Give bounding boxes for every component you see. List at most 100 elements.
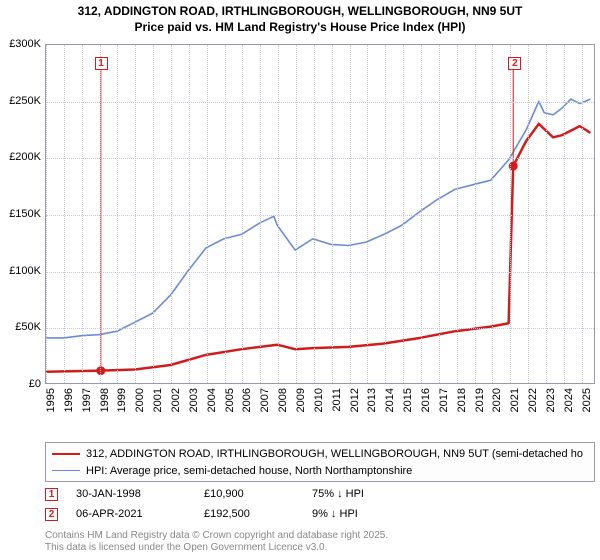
gridline-h bbox=[46, 328, 594, 329]
x-axis-label: 1999 bbox=[116, 388, 128, 412]
gridline-v bbox=[403, 45, 404, 383]
x-axis-label: 1995 bbox=[45, 388, 57, 412]
callout-box: 2 bbox=[508, 57, 521, 70]
legend: 312, ADDINGTON ROAD, IRTHLINGBOROUGH, WE… bbox=[45, 442, 595, 482]
callout-box: 1 bbox=[95, 57, 108, 70]
gridline-v bbox=[135, 45, 136, 383]
gridline-v bbox=[510, 45, 511, 383]
attribution-footer: Contains HM Land Registry data © Crown c… bbox=[45, 530, 595, 554]
x-axis-label: 2013 bbox=[366, 388, 378, 412]
record-diff: 75% ↓ HPI bbox=[312, 488, 364, 500]
x-axis-label: 2025 bbox=[581, 388, 593, 412]
x-axis-label: 2014 bbox=[384, 388, 396, 412]
gridline-v bbox=[189, 45, 190, 383]
legend-swatch bbox=[52, 453, 80, 455]
gridline-v bbox=[296, 45, 297, 383]
y-axis-label: £250K bbox=[9, 95, 41, 107]
x-axis-label: 2018 bbox=[456, 388, 468, 412]
legend-item: 312, ADDINGTON ROAD, IRTHLINGBOROUGH, WE… bbox=[52, 445, 588, 462]
gridline-v bbox=[439, 45, 440, 383]
gridline-v bbox=[153, 45, 154, 383]
record-diff: 9% ↓ HPI bbox=[312, 508, 358, 520]
x-axis-label: 2001 bbox=[152, 388, 164, 412]
gridline-v bbox=[457, 45, 458, 383]
gridline-v bbox=[82, 45, 83, 383]
gridline-v bbox=[260, 45, 261, 383]
x-axis-label: 2024 bbox=[563, 388, 575, 412]
y-axis-label: £150K bbox=[9, 208, 41, 220]
x-axis-label: 2012 bbox=[349, 388, 361, 412]
x-axis-label: 2016 bbox=[420, 388, 432, 412]
x-axis-label: 2000 bbox=[134, 388, 146, 412]
gridline-v bbox=[100, 45, 101, 383]
gridline-v bbox=[350, 45, 351, 383]
x-axis-label: 2020 bbox=[491, 388, 503, 412]
record-row: 1 30-JAN-1998 £10,900 75% ↓ HPI bbox=[45, 484, 595, 504]
gridline-v bbox=[421, 45, 422, 383]
legend-label: 312, ADDINGTON ROAD, IRTHLINGBOROUGH, WE… bbox=[86, 448, 583, 460]
gridline-v bbox=[314, 45, 315, 383]
record-price: £10,900 bbox=[204, 488, 294, 500]
gridline-v bbox=[475, 45, 476, 383]
y-axis-label: £200K bbox=[9, 151, 41, 163]
x-axis-label: 2009 bbox=[295, 388, 307, 412]
x-axis-label: 2004 bbox=[206, 388, 218, 412]
gridline-h bbox=[46, 272, 594, 273]
gridline-v bbox=[564, 45, 565, 383]
x-axis-label: 1998 bbox=[99, 388, 111, 412]
x-axis-label: 2021 bbox=[509, 388, 521, 412]
x-axis-label: 2007 bbox=[259, 388, 271, 412]
record-date: 30-JAN-1998 bbox=[76, 488, 186, 500]
legend-label: HPI: Average price, semi-detached house,… bbox=[86, 465, 412, 477]
gridline-h bbox=[46, 215, 594, 216]
gridline-v bbox=[171, 45, 172, 383]
y-axis-label: £50K bbox=[15, 321, 41, 333]
gridline-v bbox=[225, 45, 226, 383]
x-axis-label: 2005 bbox=[224, 388, 236, 412]
x-axis-label: 2019 bbox=[474, 388, 486, 412]
x-axis-label: 2011 bbox=[331, 388, 343, 412]
x-axis-label: 2023 bbox=[545, 388, 557, 412]
plot-region: 12 bbox=[45, 44, 595, 384]
gridline-v bbox=[207, 45, 208, 383]
record-date: 06-APR-2021 bbox=[76, 508, 186, 520]
gridline-v bbox=[46, 45, 47, 383]
x-axis-label: 2015 bbox=[402, 388, 414, 412]
record-row: 206-APR-2021£192,5009% ↓ HPI bbox=[45, 504, 595, 524]
gridline-v bbox=[492, 45, 493, 383]
chart-title-line2: Price paid vs. HM Land Registry's House … bbox=[0, 20, 600, 36]
legend-item: HPI: Average price, semi-detached house,… bbox=[52, 462, 588, 479]
footer-line2: This data is licensed under the Open Gov… bbox=[45, 542, 595, 554]
y-axis-label: £0 bbox=[29, 378, 41, 390]
gridline-v bbox=[242, 45, 243, 383]
record-marker: 1 bbox=[45, 488, 58, 501]
x-axis-label: 1997 bbox=[81, 388, 93, 412]
x-axis-label: 2006 bbox=[241, 388, 253, 412]
footer-line1: Contains HM Land Registry data © Crown c… bbox=[45, 530, 595, 542]
legend-swatch bbox=[52, 470, 80, 471]
x-axis-label: 2017 bbox=[438, 388, 450, 412]
gridline-h bbox=[46, 102, 594, 103]
gridline-v bbox=[117, 45, 118, 383]
gridline-v bbox=[385, 45, 386, 383]
gridline-v bbox=[64, 45, 65, 383]
gridline-v bbox=[528, 45, 529, 383]
x-axis-label: 2002 bbox=[170, 388, 182, 412]
x-axis-label: 1996 bbox=[63, 388, 75, 412]
gridline-h bbox=[46, 158, 594, 159]
chart-svg bbox=[46, 45, 594, 383]
gridline-v bbox=[546, 45, 547, 383]
gridline-v bbox=[332, 45, 333, 383]
gridline-v bbox=[582, 45, 583, 383]
price-chart-container: 312, ADDINGTON ROAD, IRTHLINGBOROUGH, WE… bbox=[0, 0, 600, 560]
y-axis-label: £100K bbox=[9, 265, 41, 277]
x-axis-label: 2003 bbox=[188, 388, 200, 412]
x-axis-label: 2010 bbox=[313, 388, 325, 412]
gridline-v bbox=[367, 45, 368, 383]
chart-title-line1: 312, ADDINGTON ROAD, IRTHLINGBOROUGH, WE… bbox=[0, 0, 600, 20]
chart-area: 12 £0£50K£100K£150K£200K£250K£300K199519… bbox=[45, 44, 595, 410]
x-axis-label: 2022 bbox=[527, 388, 539, 412]
sale-records: 1 30-JAN-1998 £10,900 75% ↓ HPI 206-APR-2021… bbox=[45, 484, 595, 524]
gridline-v bbox=[278, 45, 279, 383]
y-axis-label: £300K bbox=[9, 38, 41, 50]
